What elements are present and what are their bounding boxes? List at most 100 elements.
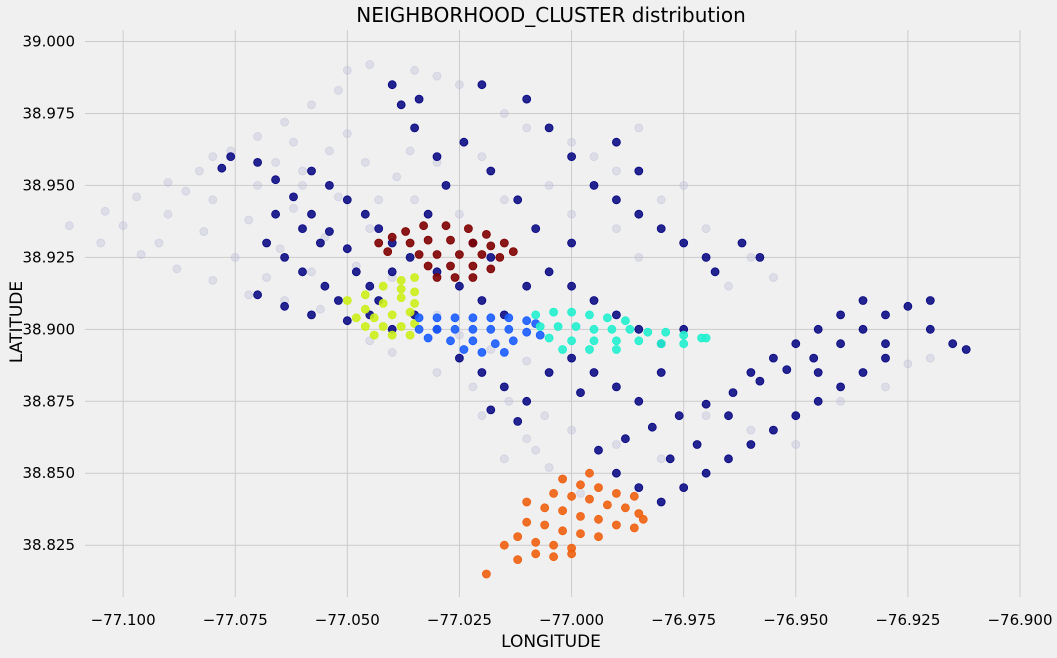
y-axis-ticks: 38.825 38.850 38.875 38.900 38.925 38.950 38.9…: [23, 33, 76, 555]
data-point: [208, 275, 218, 285]
data-point: [513, 555, 523, 564]
data-point: [432, 324, 442, 334]
data-point: [181, 186, 191, 196]
data-point: [903, 359, 913, 369]
data-point: [468, 261, 478, 271]
data-point: [387, 347, 397, 357]
data-point: [791, 440, 801, 449]
data-point: [280, 301, 290, 311]
data-point: [432, 368, 442, 377]
data-point: [513, 416, 523, 426]
data-point: [154, 238, 164, 248]
data-point: [280, 252, 290, 262]
data-point: [576, 480, 585, 490]
data-point: [948, 339, 958, 349]
data-point: [549, 552, 558, 562]
data-point: [307, 267, 316, 277]
data-point: [836, 396, 845, 406]
data-point: [881, 339, 890, 349]
data-point: [486, 241, 496, 251]
data-point: [423, 333, 433, 343]
data-point: [486, 405, 496, 415]
data-point: [634, 483, 644, 493]
data-point: [280, 117, 290, 127]
data-point: [594, 445, 603, 455]
data-point: [499, 195, 509, 205]
data-point: [499, 238, 509, 248]
data-point: [446, 261, 455, 271]
x-tick-label: −76.925: [875, 611, 940, 629]
data-point: [432, 71, 442, 81]
data-point: [836, 382, 845, 392]
data-point: [836, 310, 845, 320]
data-point: [594, 532, 603, 541]
data-point: [589, 368, 599, 377]
data-point: [118, 221, 128, 231]
data-point: [585, 345, 594, 354]
data-point: [558, 526, 567, 536]
data-point: [172, 264, 182, 274]
data-point: [351, 267, 361, 277]
data-point: [194, 166, 204, 176]
data-point: [567, 353, 576, 363]
data-point: [351, 313, 361, 323]
data-point: [858, 368, 868, 377]
data-point: [925, 324, 935, 334]
data-point: [324, 227, 334, 236]
data-point: [378, 298, 388, 308]
x-tick-label: −77.075: [203, 611, 268, 629]
data-point: [499, 109, 509, 118]
data-point: [769, 353, 778, 363]
data-point: [701, 399, 711, 409]
data-points: [64, 60, 971, 579]
data-point: [746, 425, 756, 435]
data-point: [405, 330, 415, 340]
data-point: [477, 411, 487, 421]
data-point: [791, 339, 801, 349]
data-point: [369, 313, 379, 323]
data-point: [432, 273, 442, 282]
y-tick-label: 38.950: [23, 176, 76, 194]
data-point: [576, 488, 585, 498]
data-point: [365, 336, 375, 346]
data-point: [486, 252, 496, 262]
data-point: [576, 512, 585, 521]
x-tick-label: −76.950: [763, 611, 828, 629]
data-point: [782, 365, 792, 375]
data-point: [315, 304, 325, 314]
data-point: [571, 322, 581, 331]
data-point: [504, 396, 514, 406]
series-6: [481, 468, 648, 579]
data-point: [535, 322, 545, 331]
data-point: [522, 94, 532, 104]
data-point: [656, 339, 666, 349]
data-point: [643, 327, 653, 337]
data-point: [791, 411, 801, 421]
data-point: [701, 411, 711, 421]
data-point: [701, 252, 711, 262]
data-point: [486, 264, 496, 274]
data-point: [508, 336, 518, 346]
data-point: [307, 100, 316, 110]
data-point: [522, 327, 532, 337]
data-point: [432, 250, 442, 259]
data-point: [454, 353, 464, 363]
data-point: [629, 491, 639, 501]
data-point: [446, 235, 455, 245]
data-point: [163, 209, 173, 219]
data-point: [634, 209, 644, 219]
data-point: [208, 152, 218, 162]
data-point: [567, 549, 576, 559]
data-point: [262, 273, 272, 282]
data-point: [333, 86, 343, 95]
data-point: [96, 238, 106, 248]
data-point: [755, 252, 765, 262]
data-point: [262, 238, 272, 248]
data-point: [486, 166, 496, 176]
data-point: [567, 152, 576, 162]
data-point: [881, 382, 890, 392]
data-point: [925, 353, 935, 363]
data-point: [342, 129, 352, 139]
data-point: [621, 316, 630, 326]
